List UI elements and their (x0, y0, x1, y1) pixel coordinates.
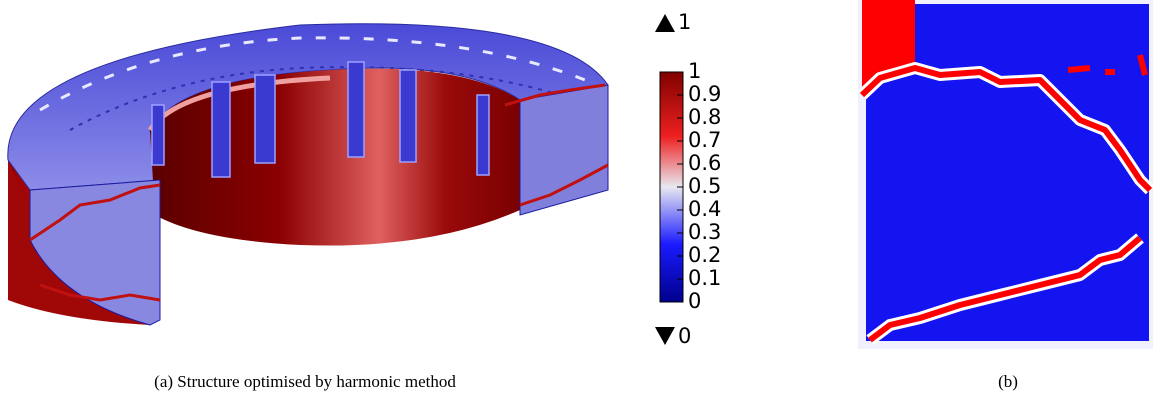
colorbar-tick-label: 0.1 (688, 266, 721, 290)
min-arrow (655, 327, 675, 345)
colorbar-tick-label: 0.6 (688, 151, 721, 175)
colorbar-tick-label: 0.8 (688, 105, 721, 129)
ring-render (8, 24, 608, 325)
colorbar-tick-label: 0.5 (688, 174, 721, 198)
colorbar-tick-label: 0.2 (688, 243, 721, 267)
colorbar-tick-label: 1 (688, 59, 701, 83)
colorbar-ticks: 10.90.80.70.60.50.40.30.20.10 (677, 59, 721, 313)
colorbar-tick-label: 0.7 (688, 128, 721, 152)
min-label: 0 (678, 324, 691, 348)
caption-a: (a) Structure optimised by harmonic meth… (154, 372, 456, 391)
colorbar-tick-label: 0.4 (688, 197, 721, 221)
cut-face (520, 85, 608, 215)
colorbar-tick-label: 0.3 (688, 220, 721, 244)
colorbar-tick-label: 0.9 (688, 82, 721, 106)
caption-b: (b) (998, 372, 1018, 391)
colorbar-tick-label: 0 (688, 289, 701, 313)
figure: 1 0 10.90.80.70.60.50.40.30.20.10 (a) St… (0, 0, 1153, 402)
density-map (862, 0, 1153, 345)
page: 1 0 10.90.80.70.60.50.40.30.20.10 (a) St… (0, 0, 1153, 402)
max-arrow (655, 14, 675, 32)
max-label: 1 (678, 10, 691, 34)
